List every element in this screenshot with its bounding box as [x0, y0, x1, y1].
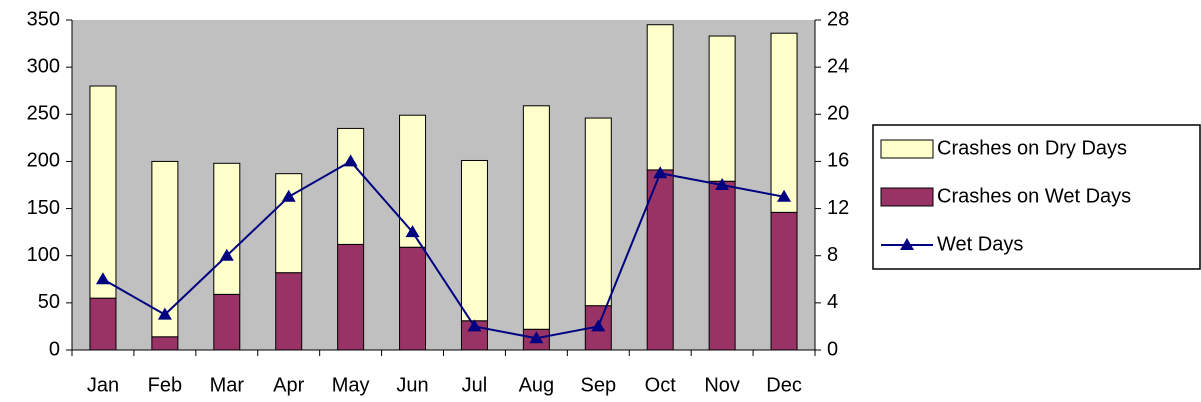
- x-tick-label: Mar: [210, 374, 245, 396]
- marker: [343, 154, 358, 167]
- marker: [529, 331, 544, 344]
- x-tick-label: Jul: [462, 374, 488, 396]
- y-tick-label: 350: [27, 8, 60, 30]
- y-tick-label: 300: [27, 55, 60, 77]
- y-tick-label: 200: [27, 150, 60, 172]
- x-tick-label: May: [332, 374, 370, 396]
- legend-swatch: [880, 139, 934, 159]
- bar: [337, 243, 365, 351]
- marker: [281, 189, 296, 202]
- marker: [157, 307, 172, 320]
- legend-label: Wet Days: [937, 233, 1023, 255]
- y2-tick-label: 12: [827, 197, 849, 219]
- bar: [522, 105, 550, 330]
- legend-swatch: [880, 187, 934, 207]
- y-tick-label: 150: [27, 197, 60, 219]
- marker: [591, 319, 606, 332]
- y2-tick-label: 20: [827, 103, 849, 125]
- bar: [646, 24, 674, 171]
- y2-tick-label: 28: [827, 8, 849, 30]
- bar: [275, 173, 303, 274]
- bar: [399, 246, 427, 351]
- x-tick-label: Apr: [273, 374, 304, 396]
- bar: [213, 162, 241, 295]
- bar: [337, 127, 365, 245]
- x-tick-label: Oct: [645, 374, 677, 396]
- bar: [213, 293, 241, 351]
- marker: [405, 225, 420, 238]
- marker: [467, 319, 482, 332]
- bar: [770, 211, 798, 351]
- bar: [460, 159, 488, 322]
- bar: [584, 117, 612, 307]
- y2-tick-label: 4: [827, 291, 838, 313]
- y-tick-label: 0: [49, 338, 60, 360]
- marker: [95, 272, 110, 285]
- legend-label: Crashes on Wet Days: [937, 185, 1131, 207]
- y-tick-label: 250: [27, 103, 60, 125]
- x-tick-label: Jun: [396, 374, 428, 396]
- y-tick-label: 100: [27, 244, 60, 266]
- y2-tick-label: 24: [827, 55, 849, 77]
- legend-marker: [900, 238, 914, 250]
- y-tick-label: 50: [38, 291, 60, 313]
- plot-area: [72, 20, 815, 350]
- marker: [219, 248, 234, 261]
- bar: [89, 297, 117, 351]
- x-tick-label: Jan: [87, 374, 119, 396]
- bar: [275, 272, 303, 351]
- legend-label: Crashes on Dry Days: [937, 137, 1127, 159]
- x-tick-label: Aug: [519, 374, 555, 396]
- marker: [777, 189, 792, 202]
- bar: [770, 32, 798, 213]
- x-tick-label: Nov: [704, 374, 740, 396]
- bar: [151, 336, 179, 351]
- bar: [89, 85, 117, 299]
- x-tick-label: Dec: [766, 374, 802, 396]
- y2-tick-label: 16: [827, 150, 849, 172]
- bar: [708, 180, 736, 351]
- marker: [653, 166, 668, 179]
- x-tick-label: Feb: [148, 374, 182, 396]
- y2-tick-label: 0: [827, 338, 838, 360]
- y2-tick-label: 8: [827, 244, 838, 266]
- x-tick-label: Sep: [580, 374, 616, 396]
- line: [102, 160, 785, 340]
- marker: [715, 178, 730, 190]
- bar: [708, 35, 736, 182]
